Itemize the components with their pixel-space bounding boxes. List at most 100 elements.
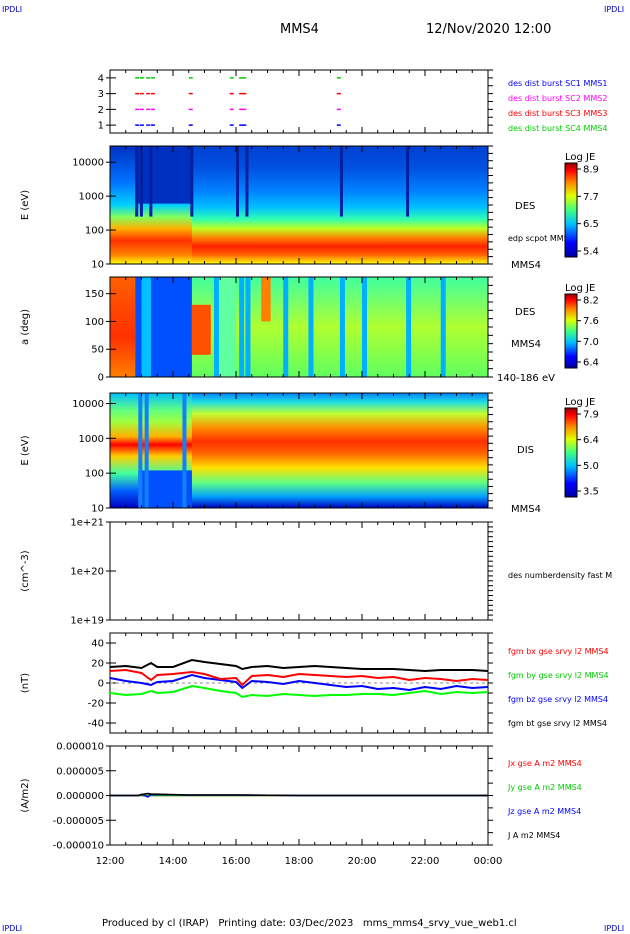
- fgm-series-line: [109, 658, 489, 673]
- dis-energy-colorbar-tick-label: 5.0: [583, 461, 599, 472]
- des-pitch-colorbar-tick-label: 6.4: [583, 358, 599, 369]
- dis-energy-streak: [144, 393, 149, 508]
- des-pitch-colorbar-tick-label: 7.6: [583, 316, 599, 327]
- page-title: MMS4: [280, 22, 319, 37]
- corner-logo-bottom-left: IPDLI: [2, 924, 23, 933]
- des-pitch-streak: [308, 277, 314, 377]
- dis-energy-colorbar: [564, 407, 578, 498]
- fgm-panel-ylabel: (nT): [20, 673, 31, 693]
- fgm-panel-legend-entry: fgm bx gse srvy l2 MMS4: [508, 647, 609, 656]
- fgm-panel-ytick-label: -20: [88, 699, 104, 710]
- fgm-panel-ytick-label: 40: [91, 639, 104, 650]
- corner-logo-bottom-right: IPDLI: [604, 924, 625, 933]
- des-pitch-panel-ylabel: a (deg): [20, 309, 31, 345]
- fgm-panel-ytick-label: 0: [98, 679, 104, 690]
- fgm-panel-legend-entry: fgm bt gse srvy l2 MMS4: [508, 719, 607, 728]
- des-energy-streak: [406, 146, 410, 217]
- des-energy-streak: [135, 146, 139, 217]
- des-pitch-panel-ytick-label: 150: [85, 289, 104, 300]
- page-datetime: 12/Nov/2020 12:00: [426, 22, 552, 37]
- current-panel-legend-entry: Jy gse A m2 MMS4: [507, 783, 582, 792]
- des-energy-streak: [139, 146, 143, 217]
- des-pitch-spacecraft: MMS4: [511, 339, 541, 350]
- des-pitch-streak: [440, 277, 446, 377]
- current-panel-legend-entry: Jx gse A m2 MMS4: [507, 759, 582, 768]
- des-pitch-colorbar-tick-label: 7.0: [583, 337, 599, 348]
- fgm-panel-legend-entry: fgm by gse srvy l2 MMS4: [508, 671, 609, 680]
- des-pitch-panel-ytick-label: 50: [91, 345, 104, 356]
- des-energy-panel-ylabel: E (eV): [20, 190, 31, 220]
- current-panel-ylabel: (A/m2): [20, 778, 31, 812]
- fgm-series-line: [109, 673, 489, 692]
- scpot-label: edp scpot MMS4: [508, 234, 574, 243]
- fgm-series-line: [109, 684, 489, 699]
- time-axis-tick-label: 14:00: [159, 856, 188, 867]
- fgm-panel-legend-entry: fgm bz gse srvy l2 MMS4: [508, 695, 608, 704]
- des-energy-colorbar-tick-label: 6.5: [583, 219, 599, 230]
- des-pitch-label: DES: [515, 307, 535, 318]
- des-pitch-streak: [239, 277, 245, 377]
- dis-energy-streak: [138, 393, 143, 508]
- time-axis-tick-label: 22:00: [411, 856, 440, 867]
- time-axis-tick-label: 16:00: [222, 856, 251, 867]
- burst-panel-legend-entry: des dist burst SC4 MMS4: [508, 124, 607, 133]
- density-panel-legend-entry: des numberdensity fast M: [508, 571, 612, 580]
- dis-energy-panel-ytick-label: 10: [91, 504, 104, 515]
- density-panel-ylabel: (cm^-3): [20, 550, 31, 591]
- des-energy-streak: [339, 146, 343, 217]
- des-energy-colorbar-tick-label: 7.7: [583, 192, 599, 203]
- des-pitch-segment: [110, 277, 136, 377]
- density-panel-frame: [109, 521, 489, 621]
- page-footer: Produced by cl (IRAP) Printing date: 03/…: [102, 918, 517, 929]
- burst-panel-ytick-label: 1: [98, 121, 104, 132]
- current-panel-ytick-label: 0.000010: [56, 742, 104, 753]
- corner-logo-top-left: IPDLI: [2, 5, 23, 14]
- des-energy-streak: [245, 146, 249, 217]
- density-panel-ytick-label: 1e+20: [70, 567, 104, 578]
- des-pitch-colorbar: [564, 293, 578, 369]
- des-pitch-streak: [213, 277, 219, 377]
- burst-panel-ytick-label: 2: [98, 105, 104, 116]
- des-pitch-segment: [217, 277, 236, 377]
- fgm-series-line: [109, 668, 489, 687]
- des-energy-panel-ytick-label: 100: [85, 226, 104, 237]
- dis-energy-spacecraft: MMS4: [511, 504, 541, 515]
- current-series-line: [110, 792, 488, 797]
- des-energy-label: DES: [515, 201, 535, 212]
- dis-energy-panel-ylabel: E (eV): [20, 435, 31, 465]
- current-panel-ytick-label: -0.000010: [53, 841, 104, 852]
- burst-panel-legend-entry: des dist burst SC1 MMS1: [508, 79, 607, 88]
- des-energy-streak: [236, 146, 239, 217]
- fgm-panel-ytick-label: 20: [91, 659, 104, 670]
- burst-panel-legend-entry: des dist burst SC2 MMS2: [508, 94, 607, 103]
- burst-panel-legend-entry: des dist burst SC3 MMS3: [508, 109, 607, 118]
- des-pitch-energy-range: 140-186 eV: [497, 373, 555, 384]
- dis-energy-panel-ytick-label: 10000: [72, 399, 104, 410]
- dis-energy-colorbar-tick-label: 6.4: [583, 435, 599, 446]
- fgm-panel-ytick-label: -40: [88, 719, 104, 730]
- dis-energy-streak: [182, 393, 187, 508]
- des-pitch-segment: [191, 304, 211, 355]
- time-axis-tick-label: 18:00: [285, 856, 314, 867]
- des-pitch-streak: [362, 277, 367, 377]
- density-panel-ytick-label: 1e+21: [70, 518, 104, 529]
- des-pitch-colorbar-title: Log JE: [565, 283, 595, 294]
- burst-panel-ytick-label: 4: [98, 73, 104, 84]
- des-pitch-panel-ytick-label: 100: [85, 317, 104, 328]
- current-panel-legend-entry: Jz gse A m2 MMS4: [507, 807, 581, 816]
- des-energy-colorbar: [564, 162, 578, 258]
- current-panel-ytick-label: 0.000000: [56, 791, 104, 802]
- des-energy-panel-ytick-label: 10: [91, 260, 104, 271]
- dis-energy-label: DIS: [517, 445, 534, 456]
- des-energy-colorbar-tick-label: 8.9: [583, 165, 599, 176]
- time-axis-tick-label: 00:00: [474, 856, 503, 867]
- des-pitch-streak: [245, 277, 251, 377]
- dis-energy-colorbar-title: Log JE: [565, 397, 595, 408]
- density-panel-ytick-label: 1e+19: [70, 616, 104, 627]
- des-pitch-streak: [406, 277, 412, 377]
- des-pitch-segment: [141, 277, 151, 377]
- des-energy-colorbar-title: Log JE: [565, 152, 595, 163]
- des-energy-streak: [190, 146, 194, 217]
- des-pitch-streak: [283, 277, 289, 377]
